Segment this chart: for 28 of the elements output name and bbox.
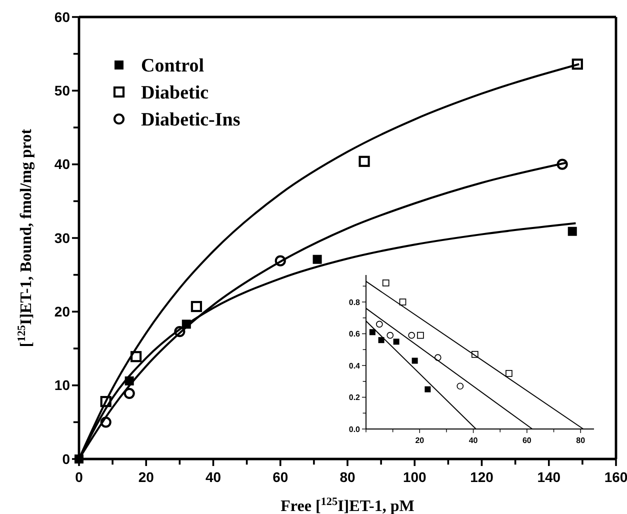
y-tick-label: 40 (54, 156, 70, 172)
x-tick-label: 80 (576, 436, 586, 445)
x-tick-label: 0 (75, 469, 84, 485)
x-tick-label: 20 (415, 436, 425, 445)
y-tick-label: 0.0 (348, 424, 361, 434)
x-tick-label: 160 (604, 469, 627, 485)
x-tick-label: 120 (470, 469, 494, 485)
x-tick-label: 100 (402, 469, 427, 485)
y-tick-label: 0.4 (348, 361, 361, 370)
legend-label: Control (141, 56, 204, 77)
y-tick-label: 50 (54, 82, 70, 99)
y-tick-label: 20 (54, 304, 70, 320)
y-tick-label: 60 (54, 8, 70, 25)
x-tick-label: 60 (272, 469, 288, 485)
y-tick-label: 0 (62, 450, 70, 467)
y-tick-label: 0.6 (348, 330, 361, 339)
x-tick-label: 140 (537, 469, 561, 485)
x-tick-label: 20 (138, 469, 154, 485)
y-tick-label: 30 (54, 230, 70, 246)
x-tick-label: 40 (205, 469, 222, 485)
x-tick-label: 40 (468, 436, 478, 445)
legend-label: Diabetic-Ins (141, 110, 240, 131)
y-tick-label: 0.2 (348, 393, 361, 402)
legend-label: Diabetic (141, 82, 209, 104)
y-tick-label: 10 (54, 377, 70, 394)
y-tick-label: 0.8 (348, 298, 361, 307)
x-tick-label: 60 (522, 436, 532, 445)
x-tick-label: 80 (340, 469, 356, 485)
